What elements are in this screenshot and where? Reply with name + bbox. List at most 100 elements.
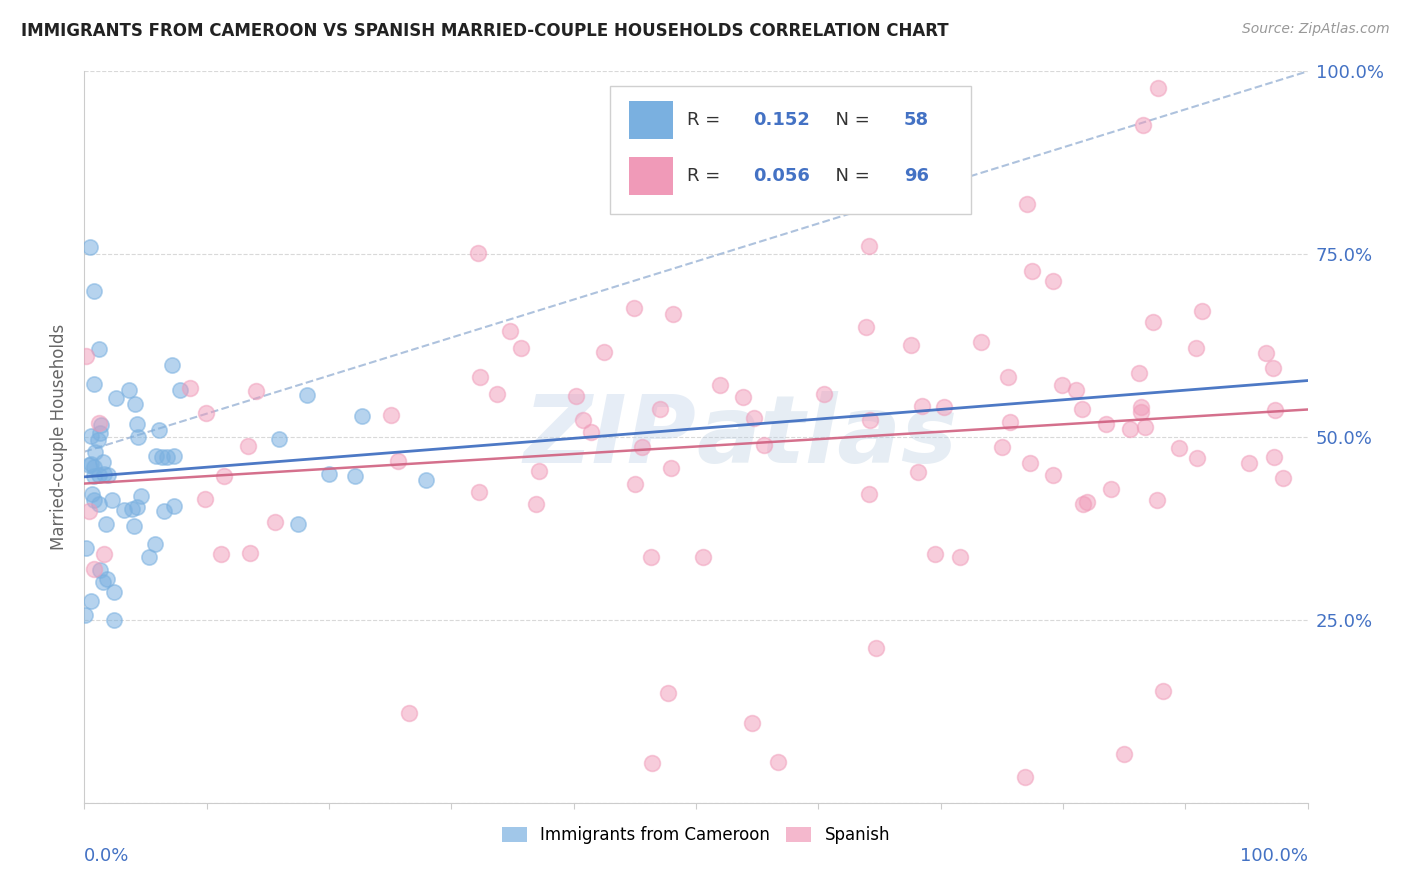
Point — [1076, 495, 1098, 509]
Point — [89, 425, 111, 440]
Point — [900, 337, 922, 351]
Text: 100.0%: 100.0% — [1240, 847, 1308, 864]
Point — [733, 391, 755, 405]
Point — [648, 402, 671, 417]
Point — [1147, 80, 1170, 95]
Point — [138, 549, 160, 564]
Text: R =: R = — [688, 167, 727, 185]
Point — [127, 417, 149, 431]
Point — [194, 491, 217, 506]
Text: 96: 96 — [904, 167, 929, 185]
Point — [1015, 197, 1038, 211]
Point — [1167, 441, 1189, 455]
Point — [593, 344, 616, 359]
Text: IMMIGRANTS FROM CAMEROON VS SPANISH MARRIED-COUPLE HOUSEHOLDS CORRELATION CHART: IMMIGRANTS FROM CAMEROON VS SPANISH MARR… — [21, 22, 949, 40]
Point — [1042, 468, 1064, 483]
Point — [1191, 304, 1213, 318]
Text: ZIP: ZIP — [523, 391, 696, 483]
Point — [1019, 456, 1042, 470]
Point — [640, 549, 662, 564]
FancyBboxPatch shape — [628, 157, 672, 195]
Point — [150, 450, 173, 465]
Point — [148, 423, 170, 437]
Text: 58: 58 — [904, 112, 929, 129]
Point — [153, 504, 176, 518]
Point — [997, 370, 1019, 384]
Text: N =: N = — [824, 167, 876, 185]
Point — [911, 399, 934, 413]
Point — [143, 537, 166, 551]
Point — [1152, 684, 1174, 698]
Point — [267, 432, 290, 446]
Point — [87, 433, 110, 447]
Point — [75, 541, 97, 555]
Point — [1263, 450, 1285, 465]
Point — [510, 341, 533, 355]
Point — [1264, 403, 1286, 417]
Point — [571, 413, 593, 427]
Point — [263, 515, 285, 529]
Point — [969, 334, 991, 349]
Point — [692, 549, 714, 564]
Text: 0.0%: 0.0% — [84, 847, 129, 864]
Point — [287, 517, 309, 532]
Point — [93, 574, 115, 589]
Point — [91, 455, 114, 469]
Point — [741, 716, 763, 731]
Point — [80, 457, 103, 471]
Point — [659, 461, 682, 475]
Point — [813, 386, 835, 401]
Point — [245, 384, 267, 398]
Point — [212, 468, 235, 483]
Point — [103, 584, 125, 599]
Point — [87, 498, 110, 512]
Point — [641, 756, 664, 771]
Point — [295, 387, 318, 401]
Point — [79, 594, 101, 608]
Point — [94, 516, 117, 531]
Point — [998, 415, 1021, 429]
Point — [127, 429, 149, 443]
Point — [1095, 417, 1118, 431]
Point — [865, 641, 887, 656]
Point — [83, 459, 105, 474]
Point — [93, 547, 115, 561]
Point — [79, 240, 101, 254]
Point — [565, 389, 588, 403]
Point — [83, 469, 105, 483]
Point — [415, 473, 437, 487]
Point — [344, 469, 367, 483]
Point — [80, 428, 103, 442]
Point — [83, 444, 105, 458]
Point — [1128, 366, 1150, 380]
Point — [77, 458, 100, 472]
Point — [105, 391, 128, 405]
Point — [1064, 383, 1087, 397]
Point — [145, 449, 167, 463]
Point — [236, 439, 259, 453]
Point — [101, 493, 124, 508]
Point — [90, 417, 112, 432]
Point — [1133, 420, 1156, 434]
Point — [83, 284, 105, 298]
Point — [122, 519, 145, 533]
FancyBboxPatch shape — [628, 102, 672, 139]
Point — [623, 301, 645, 315]
Point — [1130, 405, 1153, 419]
Point — [657, 686, 679, 700]
Point — [467, 246, 489, 260]
Point — [1021, 264, 1043, 278]
Point — [949, 549, 972, 564]
Point — [468, 485, 491, 500]
Point — [89, 563, 111, 577]
Point — [470, 370, 492, 384]
Point — [630, 440, 652, 454]
Point — [742, 411, 765, 425]
Point — [1014, 770, 1036, 784]
Point — [1263, 361, 1285, 376]
Point — [624, 476, 647, 491]
Point — [112, 503, 135, 517]
Point — [1237, 456, 1260, 470]
Point — [924, 121, 946, 136]
Point — [83, 493, 105, 508]
